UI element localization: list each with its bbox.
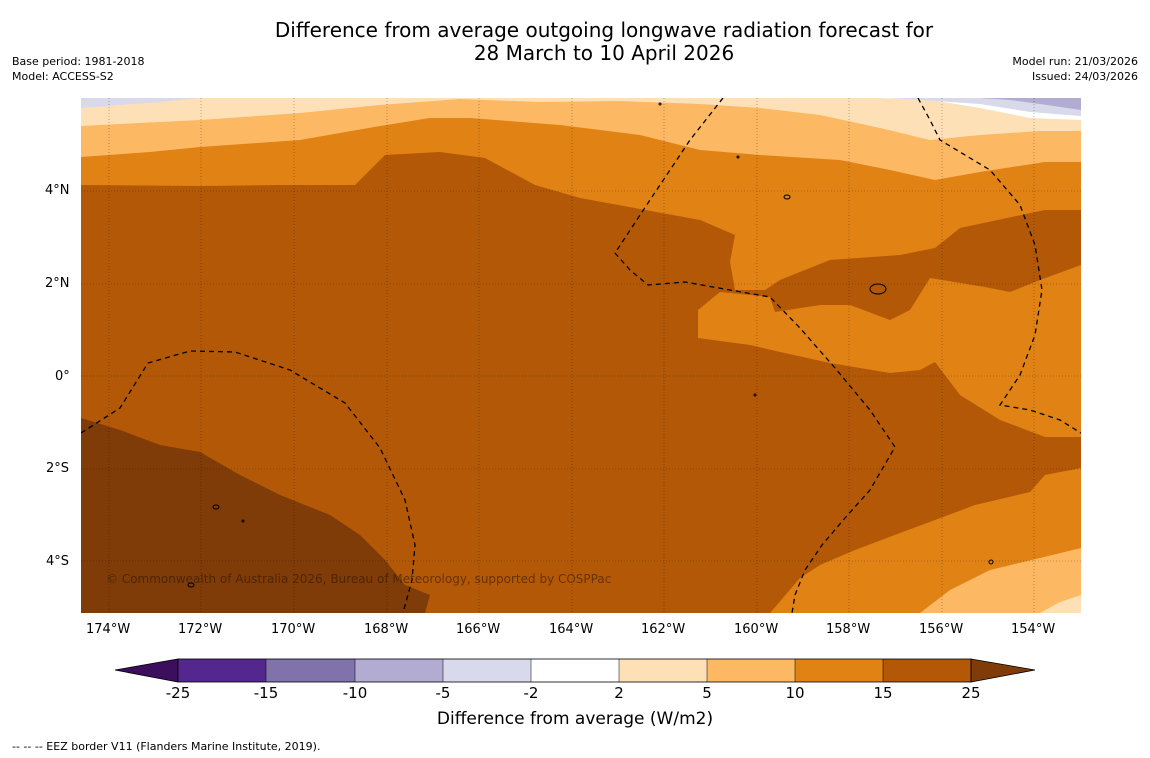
colorbar-tick: 15 xyxy=(873,684,893,702)
lon-label: 154°W xyxy=(1011,622,1056,637)
lon-label: 160°W xyxy=(734,622,779,637)
eez-east xyxy=(917,98,1081,434)
lat-label: 4°S xyxy=(46,554,70,569)
chart-title: Difference from average outgoing longwav… xyxy=(0,19,1150,65)
island-small-6 xyxy=(988,559,994,565)
band-5-10-north xyxy=(81,98,1081,180)
colorbar-bin xyxy=(707,659,795,682)
colorbar-title: Difference from average (W/m2) xyxy=(436,709,714,729)
graticule xyxy=(81,98,1081,613)
island-small-7 xyxy=(736,155,740,159)
lon-label: 162°W xyxy=(641,622,686,637)
lat-label: 2°S xyxy=(46,461,70,476)
colorbar-tick: -2 xyxy=(523,684,539,702)
islands xyxy=(187,102,994,588)
band-10-15-east xyxy=(698,265,1081,437)
lon-label: 174°W xyxy=(86,622,131,637)
eez-footnote: -- -- -- EEZ border V11 (Flanders Marine… xyxy=(12,740,321,753)
island-small-8 xyxy=(753,393,757,397)
eez-line-islands xyxy=(614,98,896,613)
colorbar-dividers xyxy=(265,659,884,682)
colorbar-tick: 10 xyxy=(785,684,805,702)
colorbar-bin xyxy=(619,659,707,682)
island-small-5 xyxy=(241,519,245,523)
meta-left: Base period: 1981-2018 Model: ACCESS-S2 xyxy=(12,54,144,84)
lat-label: 0° xyxy=(55,369,70,384)
band-minus10-minus5-northeast xyxy=(980,98,1081,110)
colorbar-tick: -10 xyxy=(342,684,368,702)
colorbar-bin xyxy=(355,659,443,682)
colorbar-frame xyxy=(177,658,972,683)
island-small-1 xyxy=(783,194,791,200)
colorbar-tick: 5 xyxy=(702,684,712,702)
lon-label: 166°W xyxy=(456,622,501,637)
copyright-text: © Commonwealth of Australia 2026, Bureau… xyxy=(106,572,612,586)
eez-kiribati-phoenix xyxy=(81,350,416,613)
map-fill-layer xyxy=(81,98,1081,613)
colorbar-tick: -5 xyxy=(435,684,451,702)
eez-borders xyxy=(81,98,1081,613)
lat-label: 2°N xyxy=(45,276,70,291)
title-line-2: 28 March to 10 April 2026 xyxy=(473,41,735,65)
lon-label: 156°W xyxy=(919,622,964,637)
meta-right: Model run: 21/03/2026 Issued: 24/03/2026 xyxy=(1012,54,1138,84)
colorbar-tick: -15 xyxy=(253,684,279,702)
colorbar-extend-low xyxy=(114,658,179,683)
band-2-5-north xyxy=(81,98,1081,140)
model-run: Model run: 21/03/2026 xyxy=(1012,55,1138,68)
colorbar-bin xyxy=(883,659,971,682)
lon-label: 172°W xyxy=(178,622,223,637)
colorbar-bin xyxy=(266,659,355,682)
colorbar-bin xyxy=(531,659,619,682)
band-gt25-southwest xyxy=(81,418,430,613)
colorbar-tick: -25 xyxy=(165,684,191,702)
lat-label: 4°N xyxy=(45,183,70,198)
lon-label: 168°W xyxy=(364,622,409,637)
issued-date: Issued: 24/03/2026 xyxy=(1031,70,1138,83)
colorbar-tick: 2 xyxy=(614,684,624,702)
island-small-2 xyxy=(212,504,220,510)
colorbar-tick: 25 xyxy=(961,684,981,702)
title-line-1: Difference from average outgoing longwav… xyxy=(274,18,934,42)
lon-label: 170°W xyxy=(271,622,316,637)
lon-label: 164°W xyxy=(549,622,594,637)
band-2-5-southeast xyxy=(1040,595,1081,613)
base-period: Base period: 1981-2018 xyxy=(12,55,145,68)
colorbar-extend-high xyxy=(970,658,1036,683)
island-small-4 xyxy=(658,102,662,106)
band-5-10-southeast xyxy=(920,548,1081,613)
colorbar-bin xyxy=(443,659,531,682)
colorbar-bin xyxy=(178,659,266,682)
model-name: Model: ACCESS-S2 xyxy=(12,70,114,83)
island-small-3 xyxy=(187,582,195,588)
band-minus5-minus2-north xyxy=(81,98,200,108)
lon-label: 158°W xyxy=(826,622,871,637)
island-kiritimati xyxy=(869,283,887,295)
colorbar-bin xyxy=(795,659,883,682)
